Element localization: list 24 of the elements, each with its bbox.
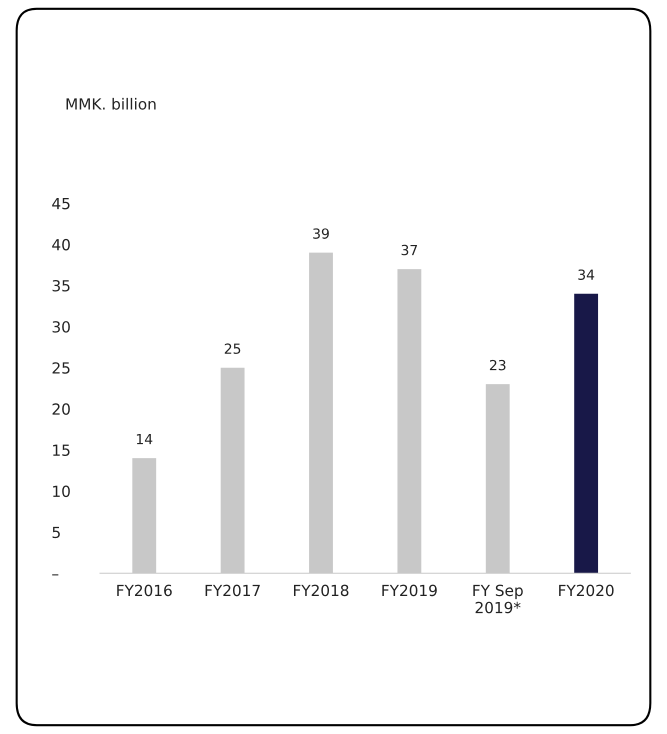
x-tick-label: FY2017 — [206, 584, 260, 596]
x-tick-label: FY Sep 2019* — [473, 584, 523, 614]
bar — [574, 294, 598, 574]
data-label: 37 — [402, 244, 418, 256]
y-tick-label: 20 — [52, 403, 70, 415]
x-tick-label: FY2020 — [559, 584, 614, 596]
y-tick-label: 40 — [52, 238, 70, 250]
text: MMK. billion — [66, 98, 156, 110]
data-label: 25 — [224, 343, 240, 354]
x-tick-label: FY2018 — [294, 584, 348, 596]
y-tick-label: 30 — [52, 321, 70, 333]
y-tick-label: 5 — [52, 526, 60, 538]
data-label: 14 — [136, 434, 152, 444]
data-label: 34 — [578, 269, 594, 280]
x-tick-label: FY2016 — [117, 584, 172, 596]
y-tick-label: 25 — [52, 362, 70, 374]
y-tick-label: – — [52, 574, 58, 576]
y-tick-label: 10 — [53, 486, 70, 498]
y-tick-label: 15 — [53, 444, 70, 456]
y-tick-label: 45 — [52, 198, 70, 210]
x-tick-label: FY2019 — [382, 584, 437, 596]
data-label: 39 — [313, 228, 329, 239]
data-label: 23 — [490, 360, 506, 370]
y-tick-label: 35 — [52, 280, 70, 292]
